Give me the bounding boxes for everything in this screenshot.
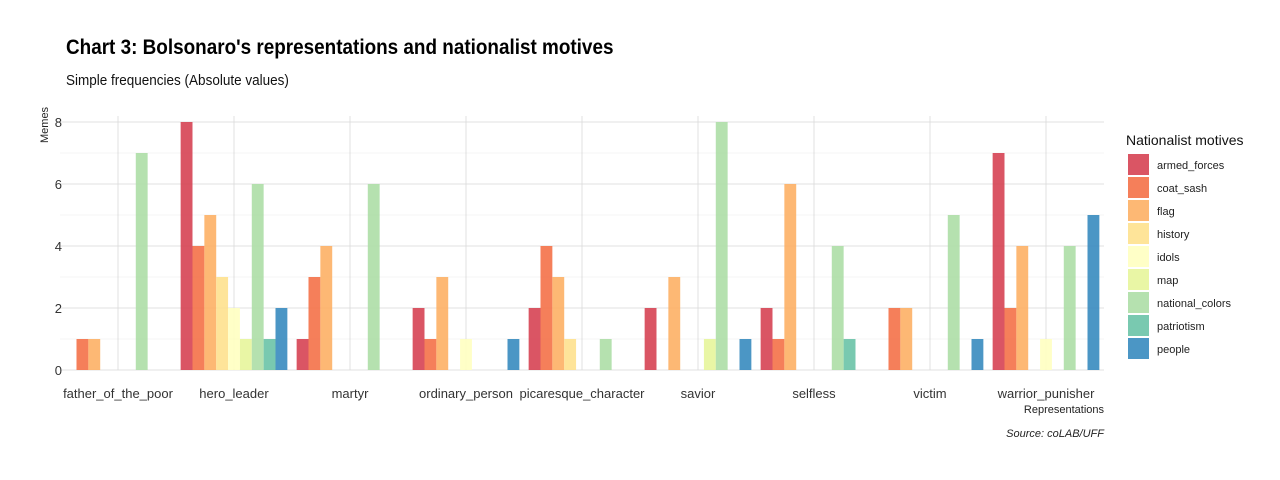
grid	[60, 116, 1104, 371]
bar-idols-ordinary_person: idols: 1	[460, 339, 472, 370]
bar-people-victim: people: 1	[971, 339, 984, 370]
y-tick-label: 2	[55, 301, 62, 316]
caption: Source: coLAB/UFF	[1006, 428, 1105, 440]
bar-armed_forces-selfless: armed_forces: 2	[760, 308, 773, 370]
bar-map-savior: map: 1	[703, 339, 716, 370]
bar-armed_forces-ordinary_person: armed_forces: 2	[412, 308, 425, 370]
bar-national_colors-hero_leader: national_colors: 6	[251, 184, 264, 370]
bar-patriotism-selfless: patriotism: 1	[843, 339, 856, 370]
bar-national_colors-father_of_the_poor: national_colors: 7	[135, 153, 148, 370]
x-tick-label: martyr	[332, 386, 370, 401]
bar-history-hero_leader: history: 3	[216, 277, 229, 370]
bars: coat_sash: 1flag: 1national_colors: 7arm…	[76, 122, 1100, 370]
legend-label-patriotism: patriotism	[1157, 321, 1205, 333]
legend-swatch-armed_forces	[1128, 154, 1149, 175]
legend-swatch-patriotism	[1128, 315, 1149, 336]
x-tick-label: hero_leader	[199, 386, 269, 401]
bar-armed_forces-martyr: armed_forces: 1	[296, 339, 309, 370]
bar-people-ordinary_person: people: 1	[507, 339, 520, 370]
legend-label-people: people	[1157, 344, 1190, 356]
bar-flag-warrior_punisher: flag: 4	[1016, 246, 1029, 370]
bar-armed_forces-hero_leader: armed_forces: 8	[180, 122, 193, 370]
chart-title: Chart 3: Bolsonaro's representations and…	[66, 36, 614, 59]
bar-national_colors-savior: national_colors: 8	[715, 122, 728, 370]
bar-flag-hero_leader: flag: 5	[204, 215, 217, 370]
legend-swatch-map	[1128, 269, 1149, 290]
bar-armed_forces-savior: armed_forces: 2	[644, 308, 657, 370]
bar-flag-father_of_the_poor: flag: 1	[88, 339, 101, 370]
legend-title: Nationalist motives	[1126, 132, 1244, 148]
bar-flag-savior: flag: 3	[668, 277, 681, 370]
bar-map-hero_leader: map: 1	[239, 339, 252, 370]
y-tick-label: 6	[55, 177, 62, 192]
legend-swatch-coat_sash	[1128, 177, 1149, 198]
x-tick-label: picaresque_character	[519, 386, 645, 401]
bar-coat_sash-warrior_punisher: coat_sash: 2	[1004, 308, 1017, 370]
bar-coat_sash-hero_leader: coat_sash: 4	[192, 246, 205, 370]
bar-coat_sash-victim: coat_sash: 2	[888, 308, 901, 370]
bar-coat_sash-selfless: coat_sash: 1	[772, 339, 785, 370]
x-axis-label: Representations	[1024, 404, 1105, 416]
bar-coat_sash-martyr: coat_sash: 3	[308, 277, 321, 370]
y-tick-label: 0	[55, 363, 62, 378]
legend-swatch-flag	[1128, 200, 1149, 221]
legend-swatch-national_colors	[1128, 292, 1149, 313]
bar-national_colors-martyr: national_colors: 6	[367, 184, 380, 370]
bar-national_colors-warrior_punisher: national_colors: 4	[1063, 246, 1076, 370]
bar-coat_sash-picaresque_character: coat_sash: 4	[540, 246, 553, 370]
legend-swatch-idols	[1128, 246, 1149, 267]
bar-people-warrior_punisher: people: 5	[1087, 215, 1100, 370]
y-axis-label: Memes	[39, 106, 51, 143]
x-tick-label: savior	[681, 386, 716, 401]
legend-label-idols: idols	[1157, 252, 1180, 264]
legend-swatch-history	[1128, 223, 1149, 244]
y-tick-label: 4	[55, 239, 62, 254]
bar-people-savior: people: 1	[739, 339, 752, 370]
legend-label-map: map	[1157, 275, 1178, 287]
bar-coat_sash-ordinary_person: coat_sash: 1	[424, 339, 437, 370]
bar-idols-warrior_punisher: idols: 1	[1040, 339, 1052, 370]
x-tick-label: father_of_the_poor	[63, 386, 174, 401]
legend-label-history: history	[1157, 229, 1190, 241]
bar-flag-martyr: flag: 4	[320, 246, 333, 370]
bar-flag-ordinary_person: flag: 3	[436, 277, 449, 370]
bar-people-hero_leader: people: 2	[275, 308, 288, 370]
legend-swatch-people	[1128, 338, 1149, 359]
legend-label-coat_sash: coat_sash	[1157, 183, 1207, 195]
x-tick-label: ordinary_person	[419, 386, 513, 401]
x-tick-label: selfless	[792, 386, 836, 401]
x-tick-label: victim	[913, 386, 946, 401]
legend-label-armed_forces: armed_forces	[1157, 160, 1225, 172]
legend-label-national_colors: national_colors	[1157, 298, 1231, 310]
bar-armed_forces-warrior_punisher: armed_forces: 7	[992, 153, 1005, 370]
bar-patriotism-hero_leader: patriotism: 1	[263, 339, 276, 370]
chart-subtitle: Simple frequencies (Absolute values)	[66, 72, 289, 89]
bar-flag-victim: flag: 2	[900, 308, 913, 370]
y-tick-label: 8	[55, 115, 62, 130]
bar-coat_sash-father_of_the_poor: coat_sash: 1	[76, 339, 89, 370]
bar-national_colors-victim: national_colors: 5	[947, 215, 960, 370]
bar-armed_forces-picaresque_character: armed_forces: 2	[528, 308, 541, 370]
y-axis-ticks: 0 2 4 6 8	[55, 115, 62, 378]
bar-history-picaresque_character: history: 1	[564, 339, 577, 370]
x-axis-ticks: father_of_the_poor hero_leader martyr ordin…	[63, 386, 1095, 401]
legend-label-flag: flag	[1157, 206, 1175, 218]
bar-idols-hero_leader: idols: 2	[228, 308, 240, 370]
legend: Nationalist motives armed_forces coat_sas…	[1126, 132, 1244, 359]
bar-national_colors-picaresque_character: national_colors: 1	[599, 339, 612, 370]
bar-national_colors-selfless: national_colors: 4	[831, 246, 844, 370]
bar-flag-selfless: flag: 6	[784, 184, 797, 370]
bar-flag-picaresque_character: flag: 3	[552, 277, 565, 370]
x-tick-label: warrior_punisher	[997, 386, 1095, 401]
